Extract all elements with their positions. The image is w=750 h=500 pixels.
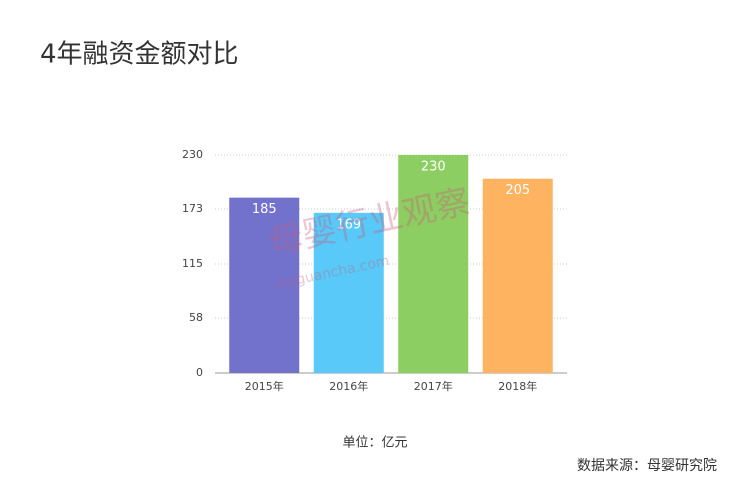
bar [398,155,469,373]
x-tick-label: 2016年 [329,379,368,393]
bar [313,212,384,373]
bar [482,178,553,373]
bar [229,197,300,373]
data-label: 185 [252,202,277,217]
y-tick-label: 58 [189,311,203,324]
data-label: 230 [421,160,446,175]
source: 数据来源：母婴研究院 [577,458,717,474]
unit-label: 单位：亿元 [342,436,407,451]
x-tick-label: 2018年 [498,379,537,393]
y-tick-label: 0 [196,366,203,379]
y-tick-label: 230 [182,148,203,161]
chart-title: 4年融资金额对比 [40,40,239,70]
x-tick-label: 2015年 [245,379,284,393]
y-tick-label: 115 [182,257,203,270]
data-label: 169 [336,217,361,232]
x-tick-label: 2017年 [414,379,453,393]
y-tick-label: 173 [182,202,203,215]
data-label: 205 [505,183,530,198]
